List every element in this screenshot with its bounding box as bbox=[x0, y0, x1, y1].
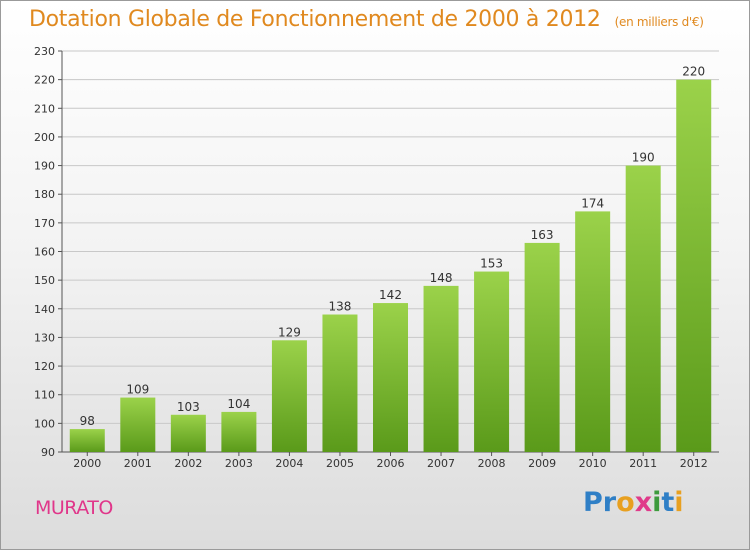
chart-subtitle: (en milliers d'€) bbox=[614, 15, 704, 29]
bars bbox=[69, 79, 712, 453]
y-tick-label: 110 bbox=[34, 389, 55, 402]
y-tick-label: 120 bbox=[34, 360, 55, 373]
x-tick-label: 2003 bbox=[225, 457, 253, 470]
logo-letter: r bbox=[602, 487, 617, 518]
bar bbox=[474, 271, 510, 452]
x-tick-label: 2001 bbox=[124, 457, 152, 470]
bar bbox=[524, 242, 560, 452]
bar bbox=[120, 397, 156, 452]
title-text: Dotation Globale de Fonctionnement de 20… bbox=[29, 7, 601, 32]
x-tick-label: 2007 bbox=[427, 457, 455, 470]
data-label: 142 bbox=[379, 288, 402, 302]
bar bbox=[69, 429, 105, 452]
x-tick-label: 2002 bbox=[174, 457, 202, 470]
data-label: 109 bbox=[126, 383, 149, 397]
y-tick-label: 130 bbox=[34, 331, 55, 344]
data-label: 98 bbox=[80, 414, 95, 428]
x-tick-label: 2004 bbox=[275, 457, 303, 470]
data-label: 104 bbox=[227, 397, 250, 411]
commune-name: MURATO bbox=[35, 497, 113, 519]
bar bbox=[322, 314, 358, 452]
bar bbox=[271, 340, 307, 452]
y-tick-label: 190 bbox=[34, 160, 55, 173]
y-tick-label: 170 bbox=[34, 217, 55, 230]
x-tick-label: 2006 bbox=[377, 457, 405, 470]
bar bbox=[575, 211, 611, 452]
data-label: 103 bbox=[177, 400, 200, 414]
logo-letter: P bbox=[583, 487, 603, 518]
x-tick-label: 2005 bbox=[326, 457, 354, 470]
x-tick-label: 2011 bbox=[629, 457, 657, 470]
x-tick-label: 2000 bbox=[73, 457, 101, 470]
logo-letter: i bbox=[674, 487, 684, 518]
y-tick-label: 90 bbox=[41, 446, 55, 459]
bar bbox=[373, 303, 408, 452]
logo-letter: x bbox=[634, 487, 653, 518]
y-tick-label: 150 bbox=[34, 274, 55, 287]
x-tick-label: 2010 bbox=[579, 457, 607, 470]
data-label: 220 bbox=[682, 65, 705, 79]
x-tick-label: 2008 bbox=[478, 457, 506, 470]
data-label: 148 bbox=[430, 271, 453, 285]
y-tick-label: 220 bbox=[34, 74, 55, 87]
labels: 90 100 110 120 130 140 150 160 170 180 190 200 210 22… bbox=[34, 45, 708, 470]
data-label: 190 bbox=[632, 151, 655, 165]
y-tick-label: 230 bbox=[34, 45, 55, 58]
y-tick-label: 160 bbox=[34, 246, 55, 259]
logo-letter: o bbox=[616, 487, 635, 518]
y-tick-label: 100 bbox=[34, 417, 55, 430]
bar bbox=[423, 285, 459, 452]
y-tick-label: 140 bbox=[34, 303, 55, 316]
y-tick-label: 200 bbox=[34, 131, 55, 144]
data-label: 129 bbox=[278, 325, 301, 339]
logo-letter: t bbox=[661, 487, 675, 518]
logo-letter: i bbox=[652, 487, 662, 518]
bar bbox=[170, 414, 206, 452]
y-tick-label: 180 bbox=[34, 188, 55, 201]
chart-title: Dotation Globale de Fonctionnement de 20… bbox=[29, 7, 704, 32]
bar bbox=[676, 79, 712, 453]
data-label: 174 bbox=[581, 196, 604, 210]
x-tick-label: 2009 bbox=[528, 457, 556, 470]
data-label: 163 bbox=[531, 228, 554, 242]
bar bbox=[221, 411, 257, 452]
x-tick-label: 2012 bbox=[680, 457, 708, 470]
data-label: 153 bbox=[480, 257, 503, 271]
data-label: 138 bbox=[329, 300, 352, 314]
y-tick-label: 210 bbox=[34, 102, 55, 115]
bar bbox=[625, 165, 661, 453]
proxiti-logo: Proxiti bbox=[583, 487, 684, 518]
